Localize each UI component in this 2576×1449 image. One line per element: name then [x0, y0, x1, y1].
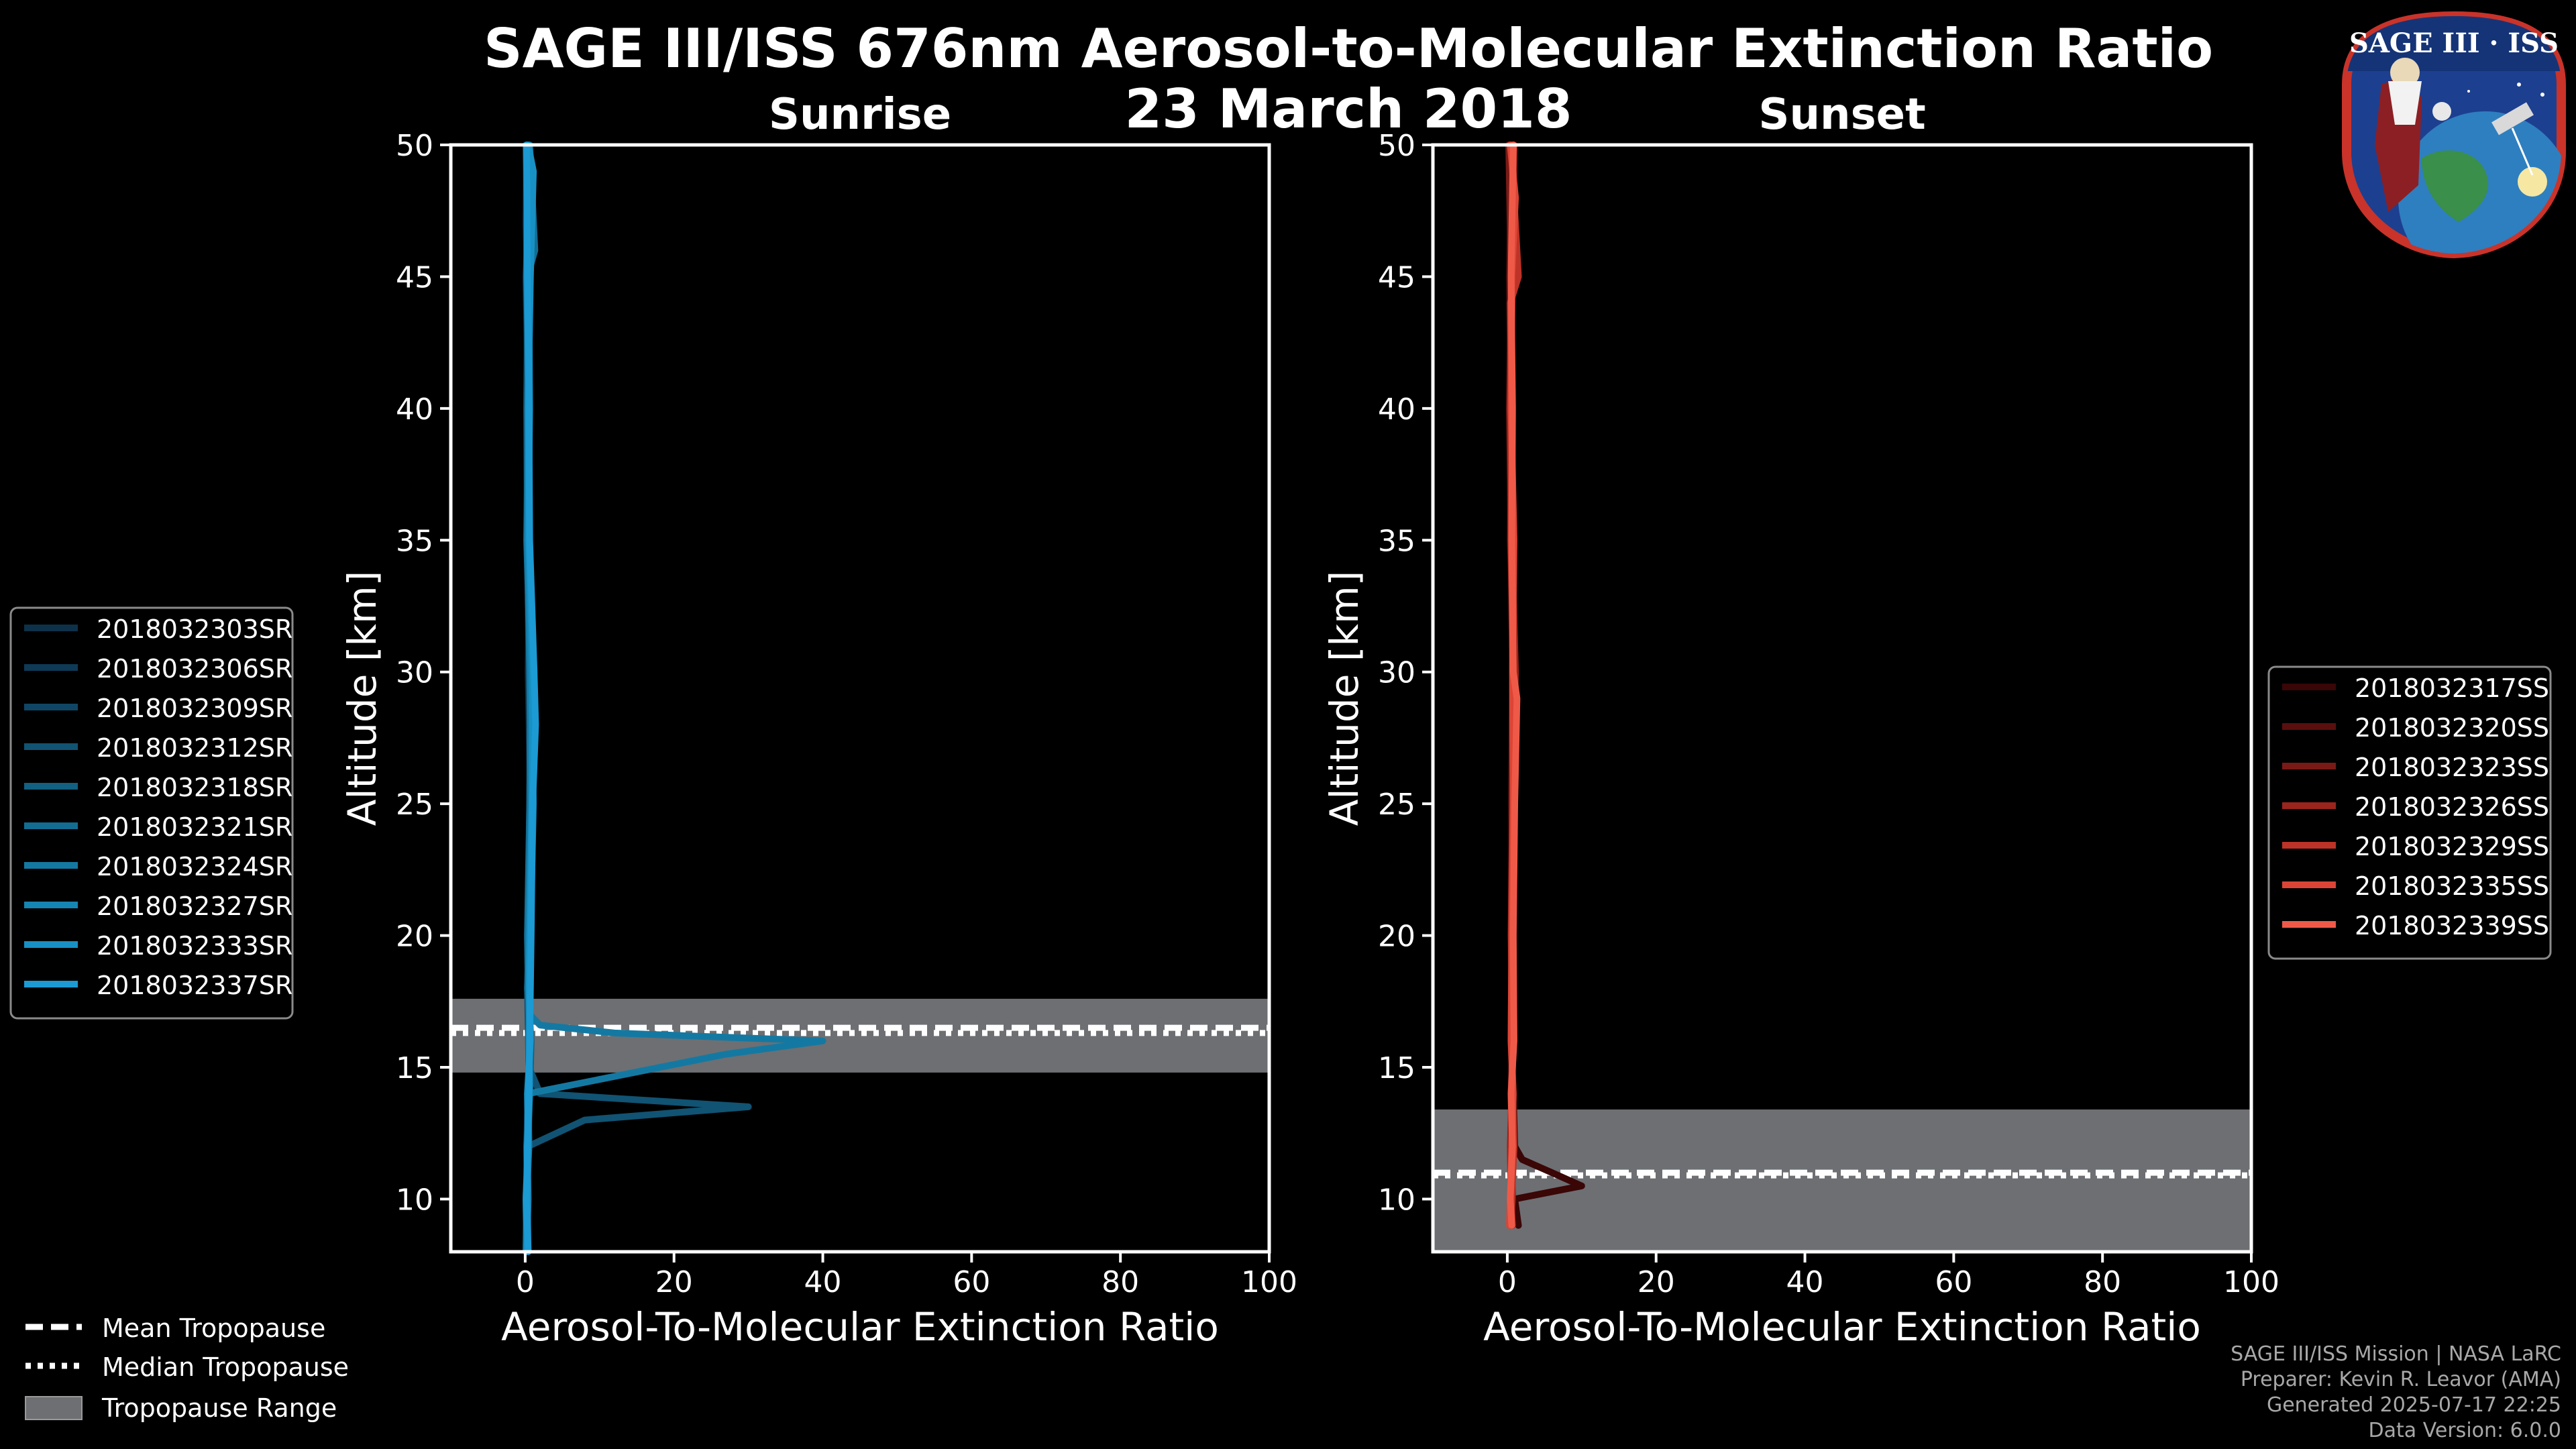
- sunset-ytick-label: 15: [1378, 1051, 1415, 1085]
- credits-mission: SAGE III/ISS Mission | NASA LaRC: [2231, 1342, 2561, 1366]
- sunset-xtick-label: 80: [2084, 1265, 2121, 1299]
- sunrise-ytick-label: 10: [396, 1183, 433, 1217]
- sunset-series-2018032339SS: [1507, 142, 1521, 1229]
- sunset-legend-label: 2018032329SS: [2355, 832, 2549, 861]
- sunrise-legend-box: [9, 606, 294, 1020]
- sunrise-ytick-label: 50: [396, 129, 433, 163]
- sunset-axes-frame: [1431, 143, 2253, 1254]
- sunset-xtick-label: 100: [2223, 1265, 2279, 1299]
- sunset-legend-label: 2018032335SS: [2355, 871, 2549, 901]
- legend-tropopause-range-label: Tropopause Range: [101, 1393, 337, 1423]
- sunset-yaxis-label: Altitude [km]: [1322, 571, 1367, 826]
- sunrise-xtick-label: 60: [953, 1265, 990, 1299]
- sunrise-series-2018032337SR: [523, 142, 539, 1255]
- credits-data-version: Data Version: 6.0.0: [2368, 1419, 2561, 1442]
- sunrise-ytick-label: 15: [396, 1051, 433, 1085]
- sunset-xtick-label: 20: [1638, 1265, 1675, 1299]
- sunset-ytick-label: 35: [1378, 524, 1415, 558]
- sunrise-legend-label: 2018032333SR: [97, 931, 292, 961]
- sunrise-legend-label: 2018032324SR: [97, 852, 292, 881]
- sunset-ytick-label: 30: [1378, 656, 1415, 690]
- logo-text: SAGE III · ISS: [2349, 28, 2559, 59]
- sunrise-ytick-label: 40: [396, 392, 433, 427]
- sunrise-legend-label: 2018032306SR: [97, 654, 292, 684]
- sunrise-legend-label: 2018032327SR: [97, 892, 292, 921]
- sunset-panel-title: Sunset: [1758, 90, 1925, 140]
- legend-mean-tropopause-label: Mean Tropopause: [102, 1313, 325, 1343]
- sunrise-panel-title: Sunrise: [769, 90, 951, 140]
- sunrise-xtick-label: 40: [804, 1265, 842, 1299]
- figure-title: SAGE III/ISS 676nm Aerosol-to-Molecular …: [483, 17, 2214, 80]
- sunset-ytick-label: 50: [1378, 129, 1415, 163]
- sage-iii-iss-logo: SAGE III · ISS: [2341, 11, 2567, 259]
- sunrise-ytick-label: 25: [396, 788, 433, 822]
- sunrise-legend-label: 2018032309SR: [97, 694, 292, 723]
- sunrise-legend-label: 2018032312SR: [97, 733, 292, 763]
- figure-subtitle: 23 March 2018: [1124, 78, 1572, 140]
- sunset-legend-box: [2267, 665, 2552, 960]
- sunrise-legend-label: 2018032303SR: [97, 614, 292, 644]
- sunrise-yaxis-label: Altitude [km]: [339, 571, 385, 826]
- legend-tropopause-range-swatch: [25, 1396, 83, 1420]
- sunset-series-2018032317SS: [1506, 142, 1585, 1229]
- sunrise-ytick-label: 35: [396, 524, 433, 558]
- sunrise-legend-label: 2018032318SR: [97, 773, 292, 802]
- sunset-ytick-label: 40: [1378, 392, 1415, 427]
- sunrise-legend-label: 2018032337SR: [97, 971, 292, 1000]
- sunrise-ytick-label: 30: [396, 656, 433, 690]
- sunrise-xtick-label: 20: [655, 1265, 693, 1299]
- sunrise-series-2018032324SR: [523, 142, 826, 1255]
- sunset-ytick-label: 10: [1378, 1183, 1415, 1217]
- sunrise-legend-label: 2018032321SR: [97, 812, 292, 842]
- sunrise-xtick-label: 100: [1241, 1265, 1297, 1299]
- sunset-xtick-label: 40: [1786, 1265, 1824, 1299]
- credits-block: SAGE III/ISS Mission | NASA LaRC Prepare…: [2231, 1342, 2561, 1444]
- sunset-legend-label: 2018032323SS: [2355, 753, 2549, 782]
- sunset-legend-label: 2018032339SS: [2355, 911, 2549, 941]
- legend-median-tropopause-label: Median Tropopause: [102, 1352, 349, 1382]
- sunset-tropopause-range: [1433, 1109, 2251, 1252]
- sunset-xaxis-label: Aerosol-To-Molecular Extinction Ratio: [1483, 1304, 2201, 1350]
- credits-generated: Generated 2025-07-17 22:25: [2266, 1393, 2561, 1417]
- sunrise-xtick-label: 80: [1102, 1265, 1139, 1299]
- credits-preparer: Preparer: Kevin R. Leavor (AMA): [2240, 1368, 2561, 1391]
- sunset-ytick-label: 20: [1378, 920, 1415, 954]
- sunrise-ytick-label: 20: [396, 920, 433, 954]
- sunrise-axes-frame: [449, 143, 1271, 1254]
- sunset-ytick-label: 25: [1378, 788, 1415, 822]
- sunset-xtick-label: 0: [1498, 1265, 1517, 1299]
- sunrise-xaxis-label: Aerosol-To-Molecular Extinction Ratio: [501, 1304, 1219, 1350]
- sunset-xtick-label: 60: [1935, 1265, 1972, 1299]
- sunset-ytick-label: 45: [1378, 260, 1415, 294]
- sunrise-ytick-label: 45: [396, 260, 433, 294]
- sunset-legend-label: 2018032326SS: [2355, 792, 2549, 822]
- sunrise-xtick-label: 0: [516, 1265, 535, 1299]
- sunset-legend-label: 2018032320SS: [2355, 713, 2549, 743]
- sunset-legend-label: 2018032317SS: [2355, 674, 2549, 703]
